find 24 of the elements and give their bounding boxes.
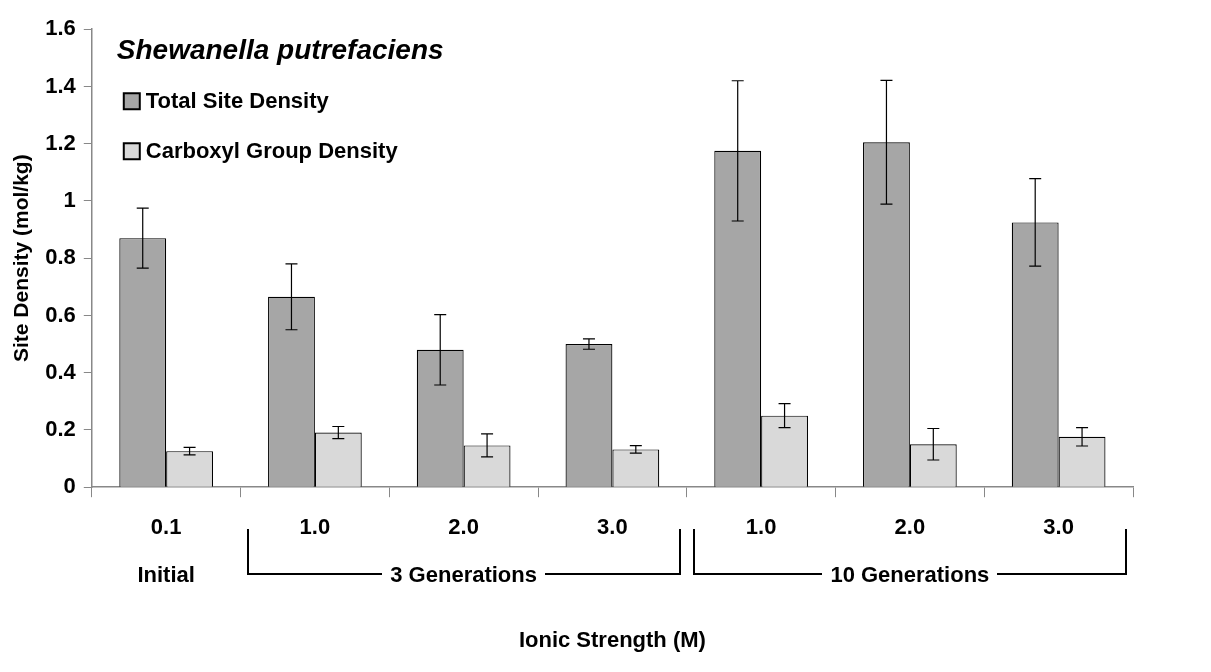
legend-label: Total Site Density bbox=[145, 88, 330, 114]
y-tick-label: 1 bbox=[63, 187, 76, 213]
text: Initial bbox=[129, 561, 203, 590]
y-tick-label: 0.2 bbox=[45, 416, 76, 442]
y-tick-label: 0.4 bbox=[45, 358, 77, 384]
y-tick-label: 0.6 bbox=[45, 301, 76, 327]
x-tick-label: 2.0 bbox=[448, 514, 479, 540]
chart-title: Shewanella putrefaciens bbox=[116, 34, 444, 67]
x-tick-label: 3.0 bbox=[1043, 514, 1074, 540]
y-tick-label: 0.8 bbox=[45, 244, 76, 270]
y-tick-label: 1.6 bbox=[45, 15, 76, 41]
text: 3 Generations bbox=[382, 561, 545, 590]
y-axis-title: Site Density (mol/kg) bbox=[9, 154, 33, 363]
y-tick-label: 1.2 bbox=[45, 129, 76, 155]
x-tick-label: 0.1 bbox=[150, 514, 182, 540]
legend-label: Carboxyl Group Density bbox=[145, 138, 399, 164]
x-tick-label: 2.0 bbox=[894, 514, 926, 540]
x-axis-title: Ionic Strength (M) bbox=[518, 626, 706, 652]
x-tick-label: 3.0 bbox=[597, 514, 628, 540]
y-tick-label: 0 bbox=[63, 473, 76, 499]
x-tick-label: 1.0 bbox=[299, 514, 331, 540]
text: 10 Generations bbox=[822, 561, 998, 590]
y-tick-label: 1.4 bbox=[45, 72, 77, 98]
x-tick-label: 1.0 bbox=[745, 514, 777, 540]
